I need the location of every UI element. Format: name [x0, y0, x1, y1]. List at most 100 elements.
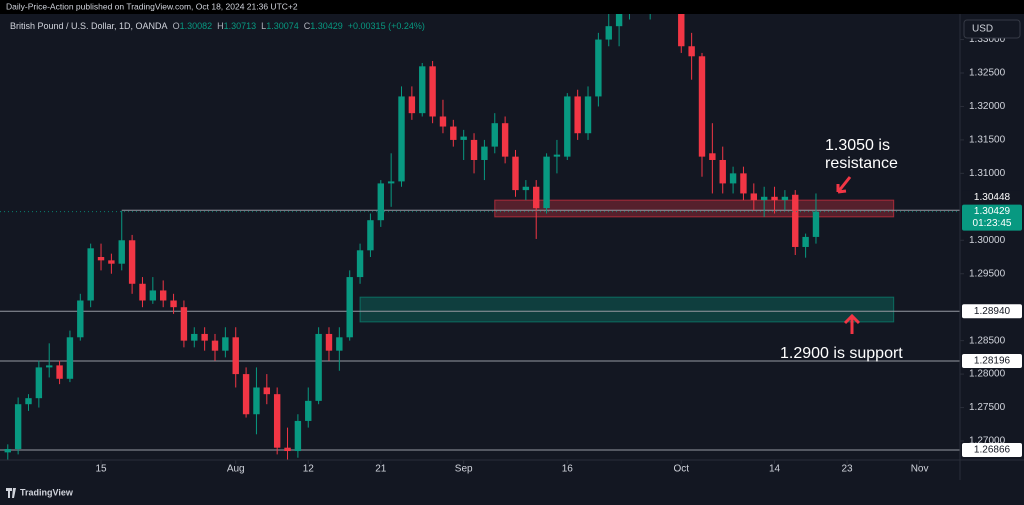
zone — [359, 296, 895, 323]
annotation: resistance — [825, 155, 898, 172]
candle-body — [481, 146, 488, 160]
candle-body — [802, 236, 809, 247]
candle-body — [439, 116, 447, 127]
candle-body — [159, 290, 167, 301]
legend: British Pound / U.S. Dollar, 1D, OANDA O 1… — [10, 21, 425, 31]
candle-body — [97, 257, 105, 261]
candle-body — [66, 337, 74, 379]
price-axis: 1.33000 1.32500 1.32000 1.31500 1.31000 1.300… — [960, 34, 1022, 457]
candle-body — [615, 14, 623, 27]
candle-body — [191, 333, 198, 341]
arrow-up — [843, 313, 861, 334]
brand-logo — [6, 488, 16, 498]
candle-body — [108, 260, 115, 264]
candle-body — [450, 126, 457, 140]
header-bar — [0, 0, 1024, 14]
candle-body — [678, 14, 685, 47]
candle-body — [180, 307, 188, 341]
candle-body — [367, 220, 374, 251]
x-tick-label: 23 — [841, 464, 853, 475]
y-tick-label: 1.32000 — [969, 101, 1006, 112]
candle-body — [792, 194, 799, 247]
candle-body — [470, 139, 478, 160]
legend-key: O — [173, 21, 180, 31]
candle-body — [77, 300, 84, 338]
x-tick-label: Oct — [673, 464, 689, 475]
candle-body — [501, 123, 509, 157]
candle-body — [325, 333, 333, 351]
candle-body — [460, 136, 467, 140]
candle-body — [771, 196, 778, 201]
candle-body — [419, 66, 426, 114]
candle-body — [595, 39, 602, 97]
candle-body — [346, 277, 353, 338]
y-tick-label: 1.33000 — [969, 34, 1006, 45]
candle-body — [740, 173, 747, 194]
y-tick-label: 1.27500 — [969, 402, 1006, 413]
legend-value: 1.30713 — [224, 21, 257, 31]
y-tick-label: 1.29500 — [969, 268, 1006, 279]
candle-body — [522, 186, 530, 191]
plot-area — [0, 14, 960, 460]
candle-body — [170, 300, 177, 308]
line-price-label-box — [962, 353, 1022, 368]
candle-body — [149, 290, 157, 301]
candle-body — [553, 154, 561, 157]
y-tick-label: 1.31000 — [969, 168, 1006, 179]
candle-body — [56, 365, 63, 379]
candle-body — [118, 240, 125, 264]
candle-body — [222, 337, 229, 351]
candle-body — [211, 340, 219, 351]
x-tick-label: 15 — [95, 464, 107, 475]
candle-body — [25, 398, 32, 405]
x-tick-label: 21 — [375, 464, 387, 475]
published-text: Daily-Price-Action published on TradingV… — [6, 1, 298, 11]
candle-body — [564, 96, 571, 157]
candle-body — [698, 56, 706, 157]
countdown: 01:23:45 — [973, 218, 1012, 229]
line-price-label: 1.28196 — [974, 356, 1011, 367]
candle-body — [263, 387, 271, 395]
candle-body — [315, 333, 322, 401]
candle-body — [719, 159, 726, 184]
candle-body — [305, 400, 312, 421]
legend-value: 1.30429 — [310, 21, 343, 31]
candle-body — [574, 96, 581, 134]
candle-body — [429, 66, 436, 117]
line-price-label-box — [962, 190, 1022, 205]
currency-box[interactable] — [963, 19, 1021, 39]
candle-body — [242, 374, 250, 415]
y-tick-label: 1.31500 — [969, 135, 1006, 146]
candle-body — [273, 394, 281, 448]
candle-body — [760, 196, 768, 201]
candle-body — [709, 153, 716, 160]
legend-key: C — [304, 21, 311, 31]
candle-body — [543, 156, 550, 209]
x-tick-label: Nov — [911, 464, 929, 475]
legend-line: British Pound / U.S. Dollar, 1D, OANDA O 1… — [10, 21, 425, 31]
candle-body — [812, 211, 820, 237]
line-price-label-box — [962, 304, 1022, 319]
candle-body — [4, 449, 11, 453]
y-tick-label: 1.30000 — [969, 235, 1006, 246]
candle-body — [750, 193, 758, 201]
y-tick-label: 1.27000 — [969, 436, 1006, 447]
candle-body — [729, 173, 737, 184]
candle-body — [294, 420, 302, 452]
candle-body — [408, 96, 416, 114]
arrow-down — [836, 176, 852, 194]
y-tick-label: 1.28500 — [969, 335, 1006, 346]
symbol: British Pound / U.S. Dollar, 1D, OANDA — [10, 21, 168, 31]
candle-body — [232, 337, 239, 375]
x-tick-label: Aug — [227, 464, 245, 475]
candle-body — [584, 96, 592, 134]
zone — [494, 199, 895, 218]
time-axis: 15 Aug 12 21 Sep 16 Oct 14 23 Nov — [95, 460, 928, 475]
last-price-box — [962, 204, 1022, 231]
candle-body — [605, 26, 612, 40]
candle-body — [781, 196, 789, 201]
candle-body — [533, 186, 540, 209]
y-tick-label: 1.32500 — [969, 68, 1006, 79]
line-price-label: 1.30448 — [974, 192, 1011, 203]
